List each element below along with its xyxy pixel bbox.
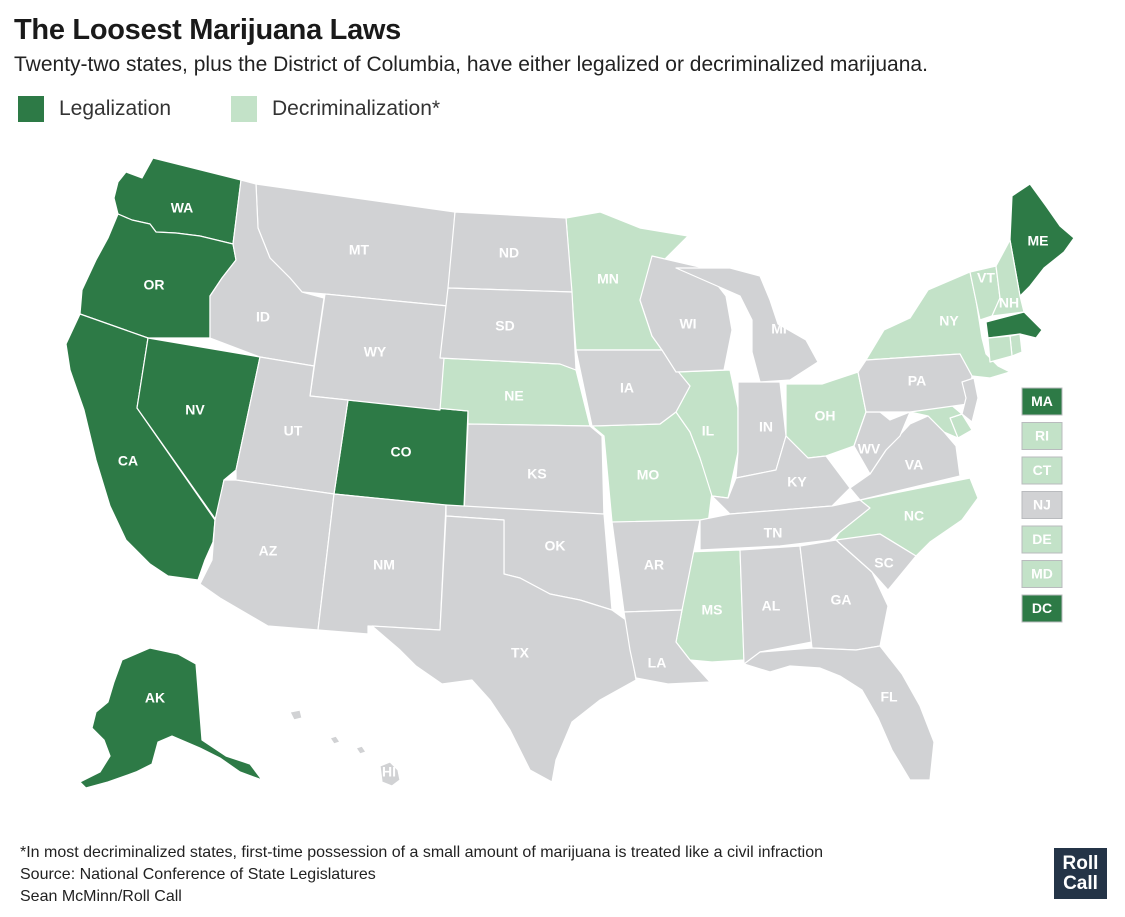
state-box-nj [1021, 491, 1063, 519]
state-box-dc [1021, 594, 1063, 623]
map-title: The Loosest Marijuana Laws [14, 14, 402, 46]
state-label-ok: OK [545, 538, 566, 554]
state-label-ny: NY [939, 313, 959, 329]
state-box-ma [1021, 387, 1063, 416]
footnote-note: *In most decriminalized states, first-ti… [20, 844, 823, 861]
state-box-label-md: MD [1031, 566, 1053, 582]
footnote-source: Source: National Conference of State Leg… [20, 866, 376, 883]
state-label-vt: VT [977, 270, 995, 286]
state-label-az: AZ [259, 543, 278, 559]
footnote: *In most decriminalized states, first-ti… [20, 842, 823, 908]
state-label-nm: NM [373, 557, 395, 573]
state-ny [865, 271, 1011, 379]
state-ar [611, 519, 701, 613]
state-box-label-ct: CT [1033, 462, 1052, 478]
legend-swatch-decriminalization [231, 96, 257, 122]
state-box-ct [1021, 456, 1063, 485]
legend-swatch-legalization [18, 96, 44, 122]
state-label-ms: MS [702, 602, 723, 618]
state-ks [463, 423, 605, 521]
state-sd [439, 287, 577, 371]
state-label-ga: GA [831, 592, 852, 608]
legend-label-legalization: Legalization [59, 97, 172, 120]
state-box-ri [1021, 422, 1063, 450]
legend-item-decriminalization: Decriminalization* [231, 96, 440, 122]
state-label-mo: MO [637, 467, 660, 483]
state-label-hi: HI [382, 764, 396, 780]
state-wy [309, 293, 449, 411]
state-box-label-ri: RI [1035, 428, 1049, 444]
state-box-label-de: DE [1032, 531, 1051, 547]
state-label-sc: SC [874, 555, 893, 571]
state-label-oh: OH [815, 408, 836, 424]
state-label-mi: MI [771, 321, 787, 337]
state-label-ia: IA [620, 380, 634, 396]
state-label-wi: WI [679, 316, 696, 332]
state-label-ak: AK [145, 690, 165, 706]
logo-line-2: Call [1063, 872, 1098, 894]
state-ut [235, 356, 349, 495]
legend-item-legalization: Legalization [18, 96, 171, 122]
state-label-or: OR [144, 277, 165, 293]
state-hi [289, 709, 401, 787]
state-label-pa: PA [908, 373, 926, 389]
state-ak [79, 647, 263, 789]
state-label-nc: NC [904, 508, 924, 524]
state-tx [371, 515, 637, 783]
state-label-la: LA [648, 655, 667, 671]
state-nj [961, 377, 979, 423]
state-label-al: AL [762, 598, 781, 614]
state-label-ne: NE [504, 388, 523, 404]
state-label-ky: KY [787, 474, 807, 490]
state-nh [991, 239, 1025, 317]
state-label-tx: TX [511, 645, 530, 661]
state-label-sd: SD [495, 318, 514, 334]
state-box-label-ma: MA [1031, 393, 1053, 409]
state-label-id: ID [256, 309, 270, 325]
state-label-in: IN [759, 419, 773, 435]
state-box-md [1021, 560, 1063, 588]
map-subtitle: Twenty-two states, plus the District of … [14, 53, 928, 76]
state-label-ar: AR [644, 557, 664, 573]
state-fl [743, 645, 935, 781]
state-la [623, 609, 711, 685]
state-label-mn: MN [597, 271, 619, 287]
state-label-nh: NH [999, 295, 1019, 311]
state-ct [987, 335, 1013, 363]
footnote-credit: Sean McMinn/Roll Call [20, 888, 182, 905]
state-label-ut: UT [284, 423, 303, 439]
state-label-fl: FL [880, 689, 898, 705]
state-sc [835, 533, 917, 591]
state-label-wv: WV [858, 441, 881, 457]
state-label-va: VA [905, 457, 923, 473]
state-tn [699, 499, 871, 551]
state-box-label-nj: NJ [1033, 497, 1051, 513]
state-label-ks: KS [527, 466, 546, 482]
state-label-tn: TN [764, 525, 783, 541]
legend-label-decriminalization: Decriminalization* [272, 97, 441, 120]
state-me [1009, 183, 1075, 297]
state-label-wa: WA [171, 200, 194, 216]
state-label-il: IL [702, 423, 715, 439]
state-box-label-dc: DC [1032, 600, 1052, 616]
state-label-wy: WY [364, 344, 387, 360]
state-box-de [1021, 525, 1063, 554]
state-label-mt: MT [349, 242, 370, 258]
state-label-co: CO [391, 444, 412, 460]
logo-line-1: Roll [1062, 852, 1099, 874]
roll-call-logo: Roll Call [1054, 848, 1107, 899]
state-label-nv: NV [185, 402, 205, 418]
state-label-me: ME [1028, 233, 1049, 249]
state-mi [675, 267, 819, 383]
state-label-nd: ND [499, 245, 519, 261]
state-label-ca: CA [118, 453, 138, 469]
